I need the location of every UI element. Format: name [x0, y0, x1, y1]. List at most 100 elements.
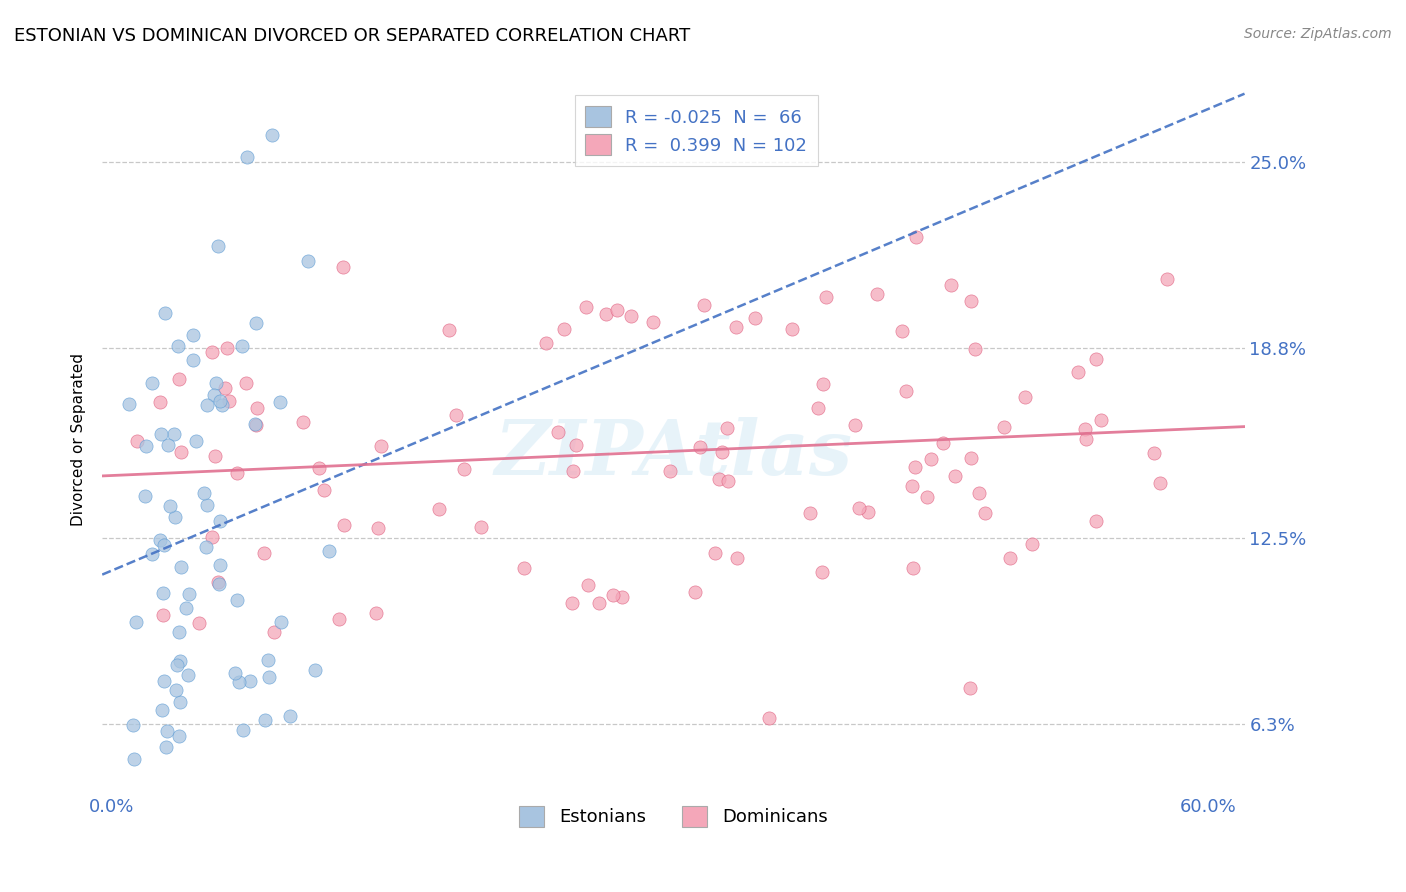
- Point: [965, 343, 987, 357]
- Point: [561, 596, 583, 610]
- Point: [165, 510, 187, 524]
- Point: [547, 425, 569, 439]
- Point: [215, 341, 238, 355]
- Text: ZIPAtlas: ZIPAtlas: [495, 417, 852, 491]
- Point: [193, 486, 215, 500]
- Point: [960, 451, 983, 466]
- Point: [811, 377, 834, 392]
- Point: [1014, 390, 1036, 404]
- Point: [758, 711, 780, 725]
- Point: [235, 150, 257, 164]
- Point: [156, 438, 179, 452]
- Point: [141, 376, 163, 391]
- Point: [1084, 352, 1107, 367]
- Point: [127, 434, 149, 449]
- Point: [553, 322, 575, 336]
- Point: [167, 339, 190, 353]
- Point: [235, 376, 257, 390]
- Point: [183, 352, 205, 367]
- Point: [163, 427, 186, 442]
- Point: [932, 436, 955, 450]
- Point: [811, 566, 834, 580]
- Point: [134, 439, 156, 453]
- Point: [333, 518, 356, 533]
- Point: [595, 307, 617, 321]
- Point: [470, 520, 492, 534]
- Point: [243, 417, 266, 431]
- Point: [943, 468, 966, 483]
- Point: [939, 278, 962, 293]
- Point: [844, 418, 866, 433]
- Point: [246, 401, 269, 416]
- Point: [606, 303, 628, 318]
- Point: [915, 491, 938, 505]
- Legend: Estonians, Dominicans: Estonians, Dominicans: [512, 798, 835, 834]
- Point: [562, 464, 585, 478]
- Point: [152, 586, 174, 600]
- Point: [165, 683, 187, 698]
- Point: [214, 381, 236, 395]
- Point: [245, 418, 267, 433]
- Point: [269, 394, 291, 409]
- Point: [253, 713, 276, 727]
- Point: [167, 371, 190, 385]
- Point: [291, 415, 314, 429]
- Point: [208, 514, 231, 528]
- Point: [188, 615, 211, 630]
- Point: [297, 254, 319, 268]
- Point: [218, 393, 240, 408]
- Point: [967, 486, 990, 500]
- Point: [209, 558, 232, 572]
- Point: [717, 475, 740, 489]
- Point: [201, 344, 224, 359]
- Point: [641, 315, 664, 329]
- Point: [904, 460, 927, 475]
- Point: [725, 319, 748, 334]
- Point: [814, 290, 837, 304]
- Point: [370, 439, 392, 453]
- Point: [891, 324, 914, 338]
- Point: [204, 450, 226, 464]
- Point: [224, 665, 246, 680]
- Point: [308, 461, 330, 475]
- Point: [304, 663, 326, 677]
- Point: [262, 128, 284, 142]
- Point: [253, 546, 276, 560]
- Point: [693, 297, 716, 311]
- Point: [184, 434, 207, 448]
- Point: [232, 723, 254, 737]
- Point: [446, 409, 468, 423]
- Point: [683, 584, 706, 599]
- Point: [183, 327, 205, 342]
- Point: [1149, 476, 1171, 491]
- Point: [513, 561, 536, 575]
- Point: [1076, 432, 1098, 446]
- Point: [612, 590, 634, 604]
- Point: [1074, 422, 1097, 436]
- Point: [225, 467, 247, 481]
- Point: [856, 505, 879, 519]
- Point: [141, 548, 163, 562]
- Point: [367, 521, 389, 535]
- Point: [195, 398, 218, 412]
- Point: [575, 300, 598, 314]
- Point: [901, 561, 924, 575]
- Point: [179, 587, 201, 601]
- Point: [848, 501, 870, 516]
- Point: [318, 544, 340, 558]
- Point: [118, 396, 141, 410]
- Point: [176, 601, 198, 615]
- Point: [314, 483, 336, 497]
- Point: [208, 577, 231, 591]
- Point: [1000, 551, 1022, 566]
- Point: [904, 229, 927, 244]
- Point: [122, 752, 145, 766]
- Point: [689, 441, 711, 455]
- Point: [780, 322, 803, 336]
- Point: [231, 339, 253, 353]
- Point: [156, 723, 179, 738]
- Point: [1021, 537, 1043, 551]
- Point: [150, 703, 173, 717]
- Point: [169, 654, 191, 668]
- Point: [134, 489, 156, 503]
